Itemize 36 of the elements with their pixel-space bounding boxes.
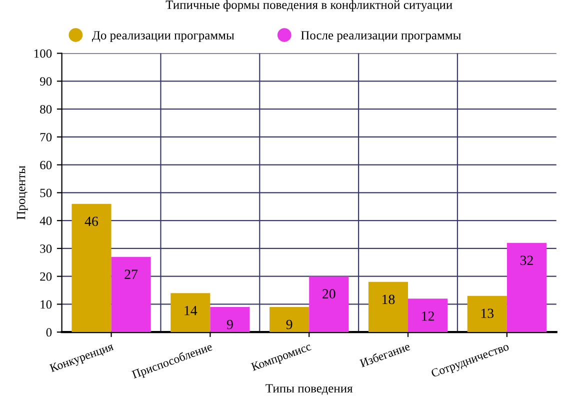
y-tick-label: 80 (40, 105, 52, 114)
y-tick-label: 60 (40, 160, 52, 170)
y-tick-label: 20 (40, 272, 52, 281)
data-label: 18 (382, 294, 395, 304)
y-tick-label: 10 (40, 300, 52, 309)
data-label: 46 (84, 216, 98, 226)
data-label: 32 (520, 256, 533, 266)
bar (467, 296, 507, 332)
bar (368, 282, 408, 332)
y-tick-label: 70 (40, 132, 52, 142)
bar (111, 256, 151, 332)
data-label: 14 (184, 306, 198, 316)
y-tick-label: 30 (40, 244, 52, 253)
legend-label: После реализации программы (300, 31, 461, 42)
data-label: 9 (226, 320, 233, 330)
data-label: 27 (124, 270, 138, 279)
y-tick-label: 100 (34, 49, 52, 58)
data-label: 13 (481, 308, 494, 318)
bar (210, 307, 250, 332)
bar (72, 204, 112, 332)
bar (270, 307, 310, 332)
chart-title: Типичные формы поведения в конфликтной ситуации (166, 0, 452, 12)
y-tick-label: 50 (40, 188, 52, 198)
y-tick-label: 40 (40, 216, 52, 226)
x-axis-title: Типы поведения (266, 384, 353, 395)
bar (170, 293, 210, 332)
y-axis-title: Проценты (16, 166, 28, 220)
bar (506, 242, 546, 332)
bar (408, 298, 448, 332)
data-label: 12 (422, 311, 434, 321)
data-label: 9 (286, 320, 292, 330)
data-label: 20 (322, 289, 336, 299)
y-tick-label: 90 (40, 77, 52, 86)
legend-label: До реализации программы (92, 31, 234, 42)
bar (309, 276, 349, 332)
y-tick-label: 0 (46, 328, 52, 337)
